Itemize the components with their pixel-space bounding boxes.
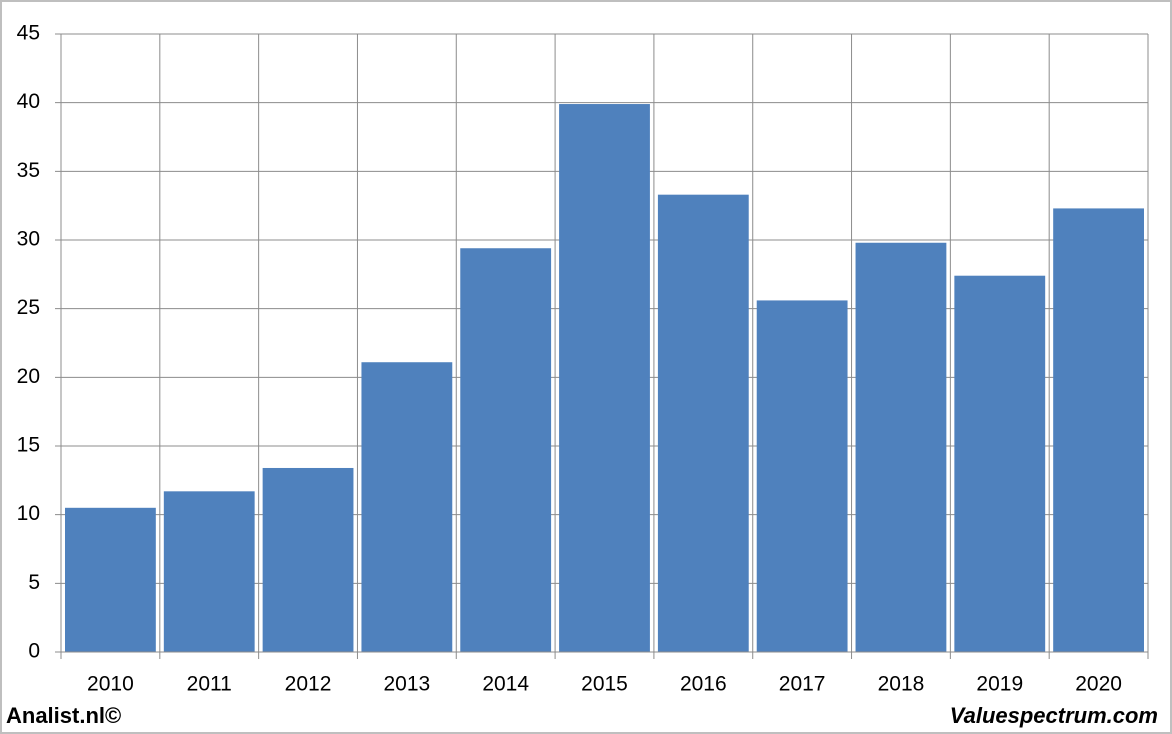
bar [460, 248, 552, 653]
x-tick-label: 2011 [187, 673, 232, 696]
y-tick-label: 15 [17, 434, 40, 457]
y-tick-label: 35 [17, 159, 40, 182]
y-tick-label: 0 [28, 640, 40, 663]
source-right: Valuespectrum.com [950, 703, 1158, 728]
x-tick-label: 2012 [285, 673, 332, 696]
x-tick-label: 2016 [680, 673, 727, 696]
bar [262, 467, 354, 652]
source-left: Analist.nl© [6, 703, 121, 728]
bar [756, 300, 848, 652]
x-tick-label: 2010 [87, 673, 134, 696]
y-tick-label: 45 [17, 22, 40, 45]
x-tick-label: 2013 [384, 673, 431, 696]
bar [559, 104, 650, 653]
bar [855, 242, 947, 652]
x-tick-label: 2015 [581, 673, 628, 696]
y-tick-label: 10 [17, 502, 40, 525]
y-tick-label: 30 [17, 228, 40, 251]
bar [65, 507, 156, 652]
bar [657, 194, 749, 652]
x-tick-label: 2019 [976, 673, 1023, 696]
bar [163, 491, 255, 652]
bar [361, 362, 453, 652]
x-tick-label: 2018 [878, 673, 925, 696]
x-tick-label: 2014 [482, 673, 529, 696]
y-tick-label: 20 [17, 365, 40, 388]
y-tick-label: 25 [17, 296, 40, 319]
y-tick-label: 40 [17, 90, 40, 113]
x-tick-label: 2020 [1075, 673, 1122, 696]
bar [954, 275, 1046, 652]
y-tick-label: 5 [28, 571, 40, 594]
bar [1053, 208, 1144, 652]
x-tick-label: 2017 [779, 673, 826, 696]
